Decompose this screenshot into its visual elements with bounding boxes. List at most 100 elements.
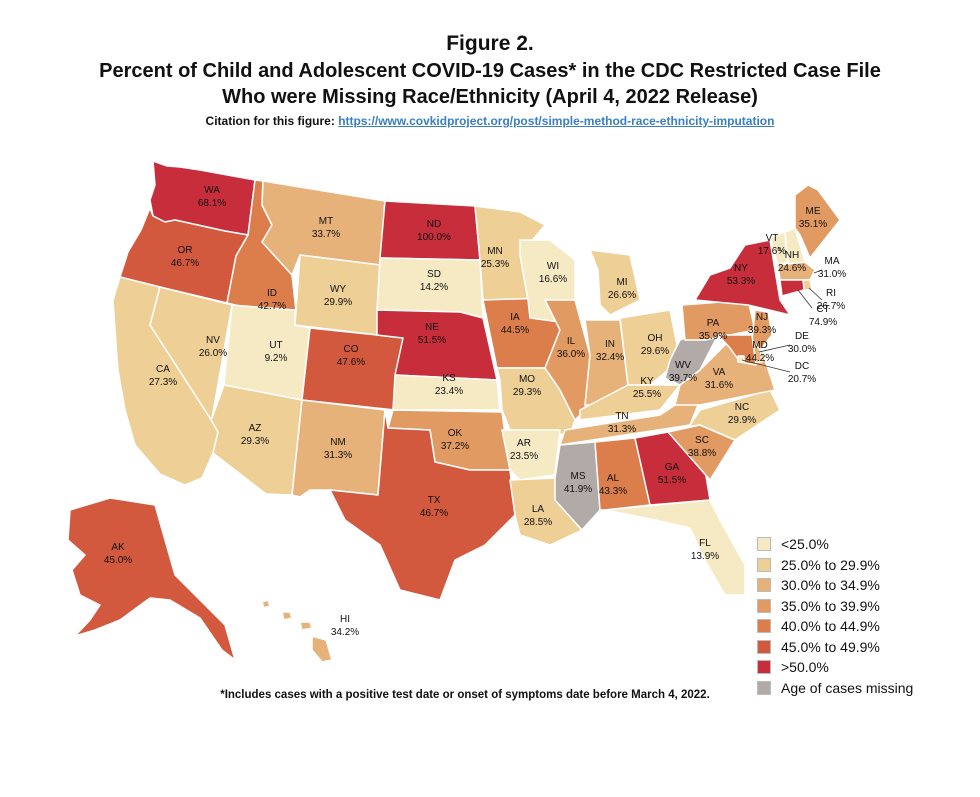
state-value-sd: 14.2% [420, 282, 448, 293]
state-value-ar: 23.5% [510, 451, 538, 462]
state-label-fl: FL [699, 538, 711, 549]
state-value-nj: 39.3% [748, 325, 776, 336]
legend-swatch [757, 537, 771, 552]
state-value-pa: 35.9% [699, 331, 727, 342]
legend-label: 40.0% to 44.9% [781, 618, 880, 635]
state-label-az: AZ [249, 423, 262, 434]
legend-label: >50.0% [781, 659, 829, 676]
state-value-mo: 29.3% [513, 387, 541, 398]
legend-item: >50.0% [757, 657, 913, 678]
state-value-nd: 100.0% [417, 232, 451, 243]
state-value-il: 36.0% [557, 349, 585, 360]
state-label-hi: HI [340, 614, 350, 625]
state-label-nc: NC [735, 402, 749, 413]
figure-subtitle-line2: Who were Missing Race/Ethnicity (April 4… [222, 86, 758, 108]
state-value-wi: 16.6% [539, 274, 567, 285]
leader-line-vt [777, 246, 783, 253]
state-value-md: 44.2% [746, 353, 774, 364]
legend-swatch [757, 639, 771, 654]
legend-swatch [757, 578, 771, 593]
state-value-dc: 20.7% [788, 374, 816, 385]
state-label-il: IL [567, 336, 576, 347]
state-label-ca: CA [156, 364, 170, 375]
state-value-ok: 37.2% [441, 441, 469, 452]
legend-item: 35.0% to 39.9% [757, 596, 913, 617]
state-label-wy: WY [330, 284, 346, 295]
state-value-nh: 24.6% [778, 263, 806, 274]
state-value-wv: 39.7% [669, 373, 697, 384]
state-fl [604, 499, 746, 596]
state-nd [379, 200, 481, 261]
state-label-mi: MI [616, 277, 627, 288]
state-label-sd: SD [427, 269, 441, 280]
state-value-tx: 46.7% [420, 508, 448, 519]
state-me [794, 184, 841, 259]
state-value-ca: 27.3% [149, 377, 177, 388]
state-value-vt: 17.6% [758, 246, 786, 257]
state-value-ne: 51.5% [418, 335, 446, 346]
state-wy [294, 254, 381, 336]
state-label-ny: NY [734, 263, 748, 274]
state-label-wi: WI [547, 261, 559, 272]
legend-item: 25.0% to 29.9% [757, 555, 913, 576]
state-value-id: 42.7% [258, 301, 286, 312]
citation-link[interactable]: https://www.covkidproject.org/post/simpl… [338, 114, 775, 128]
state-oh [619, 309, 681, 386]
state-co [301, 327, 404, 411]
legend-item: 40.0% to 44.9% [757, 616, 913, 637]
state-value-az: 29.3% [241, 436, 269, 447]
state-label-nm: NM [330, 437, 346, 448]
state-label-dc: DC [795, 361, 809, 372]
state-value-ny: 53.3% [727, 276, 755, 287]
legend-item: <25.0% [757, 534, 913, 555]
legend-label: Age of cases missing [781, 679, 914, 696]
state-label-mo: MO [519, 374, 535, 385]
leader-line-de [758, 344, 791, 353]
state-label-ia: IA [510, 312, 520, 323]
legend-swatch [757, 619, 771, 634]
state-label-nv: NV [206, 335, 220, 346]
state-label-ak: AK [111, 542, 125, 553]
state-label-tn: TN [615, 411, 628, 422]
state-label-ga: GA [665, 462, 680, 473]
state-nc [664, 389, 781, 441]
state-label-va: VA [713, 367, 726, 378]
legend-swatch [757, 680, 771, 695]
state-label-md: MD [752, 340, 768, 351]
state-label-ut: UT [269, 340, 282, 351]
state-label-ks: KS [442, 373, 456, 384]
state-label-pa: PA [707, 318, 720, 329]
state-value-fl: 13.9% [691, 551, 719, 562]
citation: Citation for this figure: https://www.co… [0, 112, 980, 130]
state-label-ne: NE [425, 322, 439, 333]
state-label-oh: OH [648, 333, 663, 344]
state-label-ar: AR [517, 438, 531, 449]
state-label-mn: MN [487, 246, 503, 257]
figure-subtitle-line1: Percent of Child and Adolescent COVID-19… [99, 60, 881, 82]
state-value-ak: 45.0% [104, 555, 132, 566]
state-value-ga: 51.5% [658, 475, 686, 486]
state-label-in: IN [605, 339, 615, 350]
state-value-tn: 31.3% [608, 424, 636, 435]
state-md [717, 334, 757, 366]
state-label-me: ME [806, 206, 821, 217]
state-hi [261, 599, 333, 663]
state-label-nh: NH [785, 250, 799, 261]
state-ma [777, 261, 816, 281]
state-value-sc: 38.8% [688, 448, 716, 459]
footnote: *Includes cases with a positive test dat… [220, 689, 710, 701]
state-ct [779, 279, 805, 297]
legend-item: 45.0% to 49.9% [757, 637, 913, 658]
state-label-ma: MA [825, 256, 840, 267]
state-label-ms: MS [571, 471, 586, 482]
state-value-mn: 25.3% [481, 259, 509, 270]
state-value-in: 32.4% [596, 352, 624, 363]
state-label-nj: NJ [756, 312, 768, 323]
state-value-ma: 31.0% [818, 269, 846, 280]
state-value-ks: 23.4% [435, 386, 463, 397]
state-label-id: ID [267, 288, 277, 299]
state-value-nc: 29.9% [728, 415, 756, 426]
state-ks [392, 374, 503, 413]
state-label-nd: ND [427, 219, 441, 230]
state-value-la: 28.5% [524, 517, 552, 528]
